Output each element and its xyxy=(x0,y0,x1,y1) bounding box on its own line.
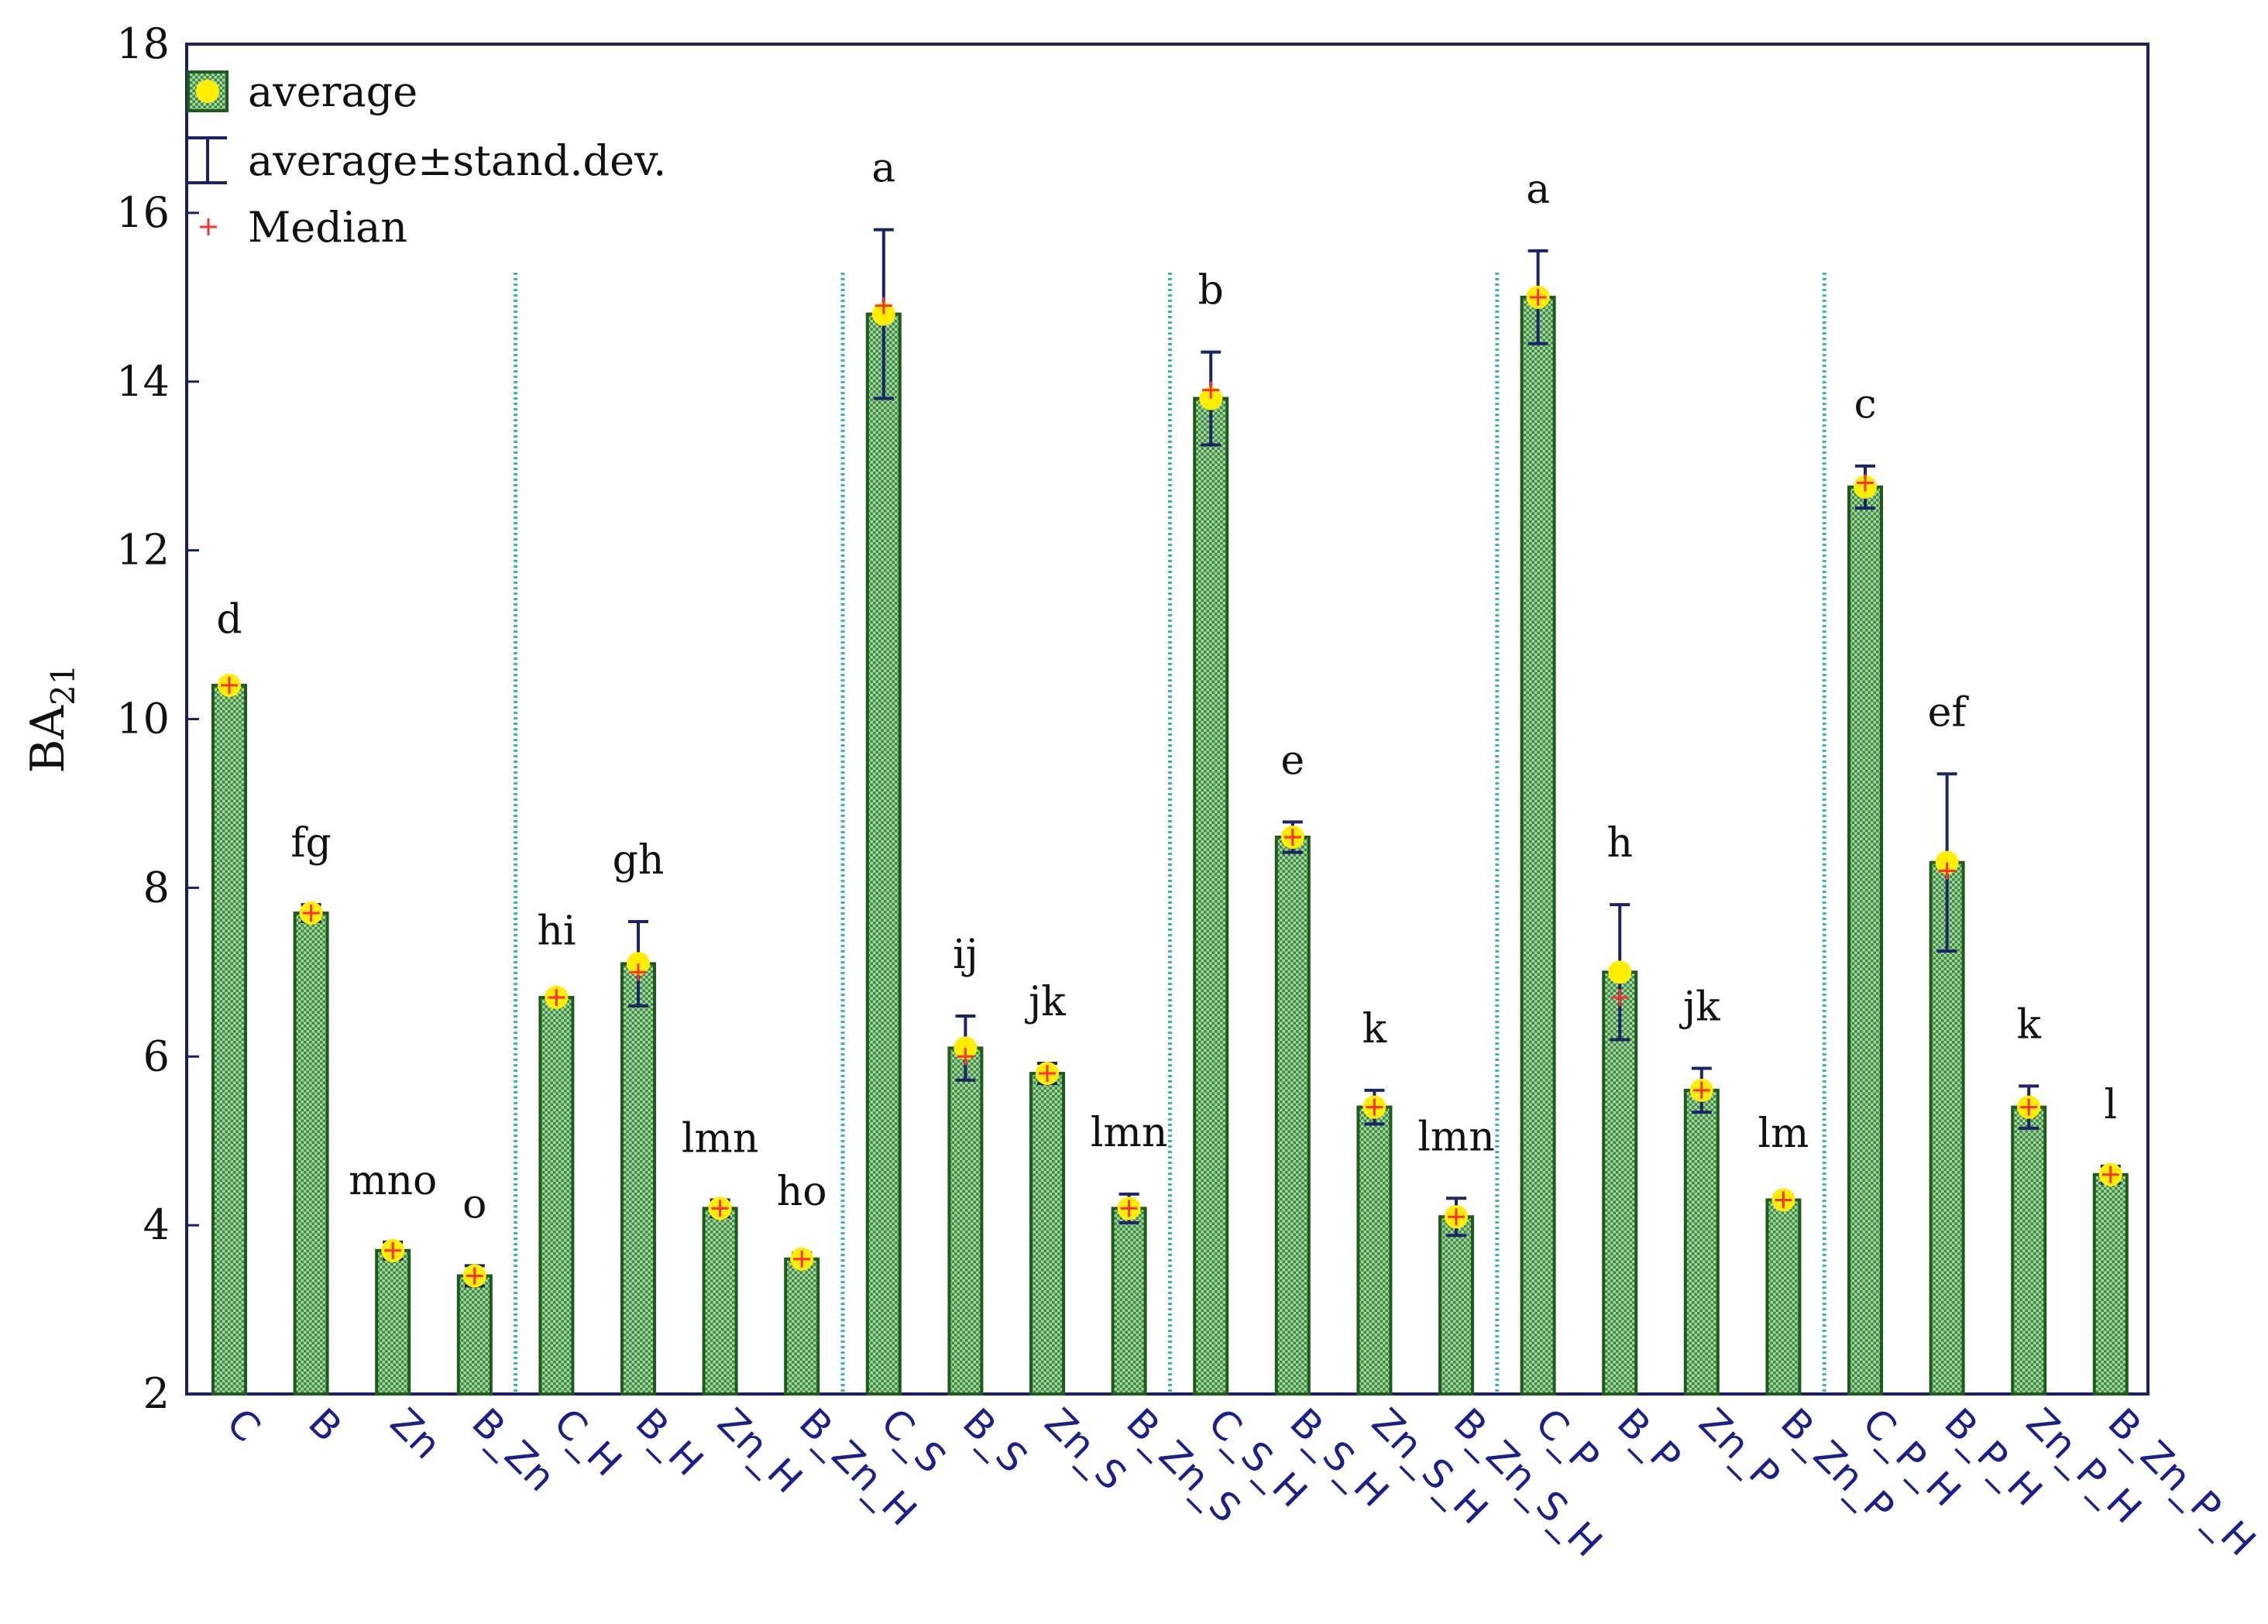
legend-error-icon xyxy=(188,136,227,184)
x-tick-label: B_Zn xyxy=(463,1399,564,1500)
y-tick-label: 8 xyxy=(143,863,170,912)
x-tick-label: B xyxy=(300,1399,350,1450)
group-label: lmn xyxy=(682,1115,758,1162)
y-tick-label: 12 xyxy=(116,526,170,575)
bar-Zn_P_H xyxy=(2011,1105,2047,1396)
x-tick-label: Zn_H xyxy=(709,1399,811,1502)
bar-B_Zn_S_H xyxy=(1438,1215,1474,1396)
bar-C_S xyxy=(865,312,902,1396)
bar-B_Zn xyxy=(456,1274,493,1396)
legend-error-label: average±stand.dev. xyxy=(248,136,666,185)
y-tick-label: 6 xyxy=(143,1032,170,1080)
group-label: lm xyxy=(1758,1111,1809,1157)
group-label: ij xyxy=(953,932,978,978)
bar-B_S xyxy=(947,1046,984,1396)
bar-B xyxy=(293,912,329,1396)
bar-B_Zn_S xyxy=(1111,1207,1147,1396)
legend-average-marker xyxy=(196,80,219,103)
y-tick-label: 18 xyxy=(116,19,170,68)
group-label: lmn xyxy=(1091,1110,1167,1156)
x-tick-label: Zn_P xyxy=(1690,1399,1789,1498)
y-axis-label: BA21 xyxy=(21,664,82,774)
group-label: ef xyxy=(1928,689,1970,736)
group-label: jk xyxy=(1679,984,1720,1031)
y-tick-label: 2 xyxy=(143,1369,170,1418)
group-label: k xyxy=(2016,1001,2041,1048)
bar-B_Zn_H xyxy=(784,1257,820,1396)
group-label: h xyxy=(1606,820,1633,867)
bar-Zn_P xyxy=(1683,1088,1720,1396)
group-label: c xyxy=(1854,382,1876,428)
group-label: a xyxy=(871,146,895,192)
group-label: d xyxy=(216,596,242,643)
group-label: b xyxy=(1198,268,1224,314)
group-label: jk xyxy=(1025,979,1066,1025)
bar-C xyxy=(211,683,247,1396)
bar-Zn_S xyxy=(1029,1072,1065,1396)
group-label: lmn xyxy=(1418,1114,1494,1160)
legend: average average±stand.dev. Median xyxy=(187,67,666,252)
x-tick-label: Zn_S xyxy=(1036,1399,1136,1499)
y-tick-label: 14 xyxy=(116,357,170,406)
y-tick-label: 4 xyxy=(143,1200,170,1249)
bar-C_H xyxy=(538,995,575,1396)
group-label: k xyxy=(1363,1006,1387,1052)
legend-median-label: Median xyxy=(248,203,407,252)
group-label: o xyxy=(462,1181,486,1227)
group-label: e xyxy=(1280,737,1304,784)
bar-Zn xyxy=(375,1248,411,1396)
bar-C_P xyxy=(1520,295,1556,1396)
y-tick-label: 16 xyxy=(116,188,170,237)
bar-B_Zn_P xyxy=(1765,1198,1802,1396)
bar-B_H xyxy=(620,962,656,1396)
x-tick-label: B_S xyxy=(954,1399,1036,1481)
x-tick-label: B_P xyxy=(1609,1399,1689,1480)
bar-Zn_H xyxy=(702,1207,738,1396)
average-marker xyxy=(1608,960,1632,984)
bar-B_Zn_P_H xyxy=(2092,1173,2129,1396)
bar-B_S_H xyxy=(1274,836,1311,1396)
bar-Zn_S_H xyxy=(1356,1105,1393,1396)
group-label: a xyxy=(1526,167,1550,213)
group-label: ho xyxy=(777,1169,827,1215)
bar-C_S_H xyxy=(1193,397,1229,1396)
x-tick-label: Zn xyxy=(382,1399,450,1468)
group-label: fg xyxy=(290,820,332,867)
x-tick-label: B_H xyxy=(627,1399,713,1485)
legend-average-label: average xyxy=(248,67,418,116)
legend-median-icon xyxy=(200,218,217,235)
x-tick-label: C xyxy=(218,1399,270,1451)
group-label: hi xyxy=(537,908,576,954)
y-tick-label: 10 xyxy=(116,695,170,743)
group-label: gh xyxy=(613,837,665,884)
group-label: mno xyxy=(349,1158,437,1204)
group-label: l xyxy=(2104,1082,2117,1128)
bar-C_P_H xyxy=(1847,485,1883,1396)
